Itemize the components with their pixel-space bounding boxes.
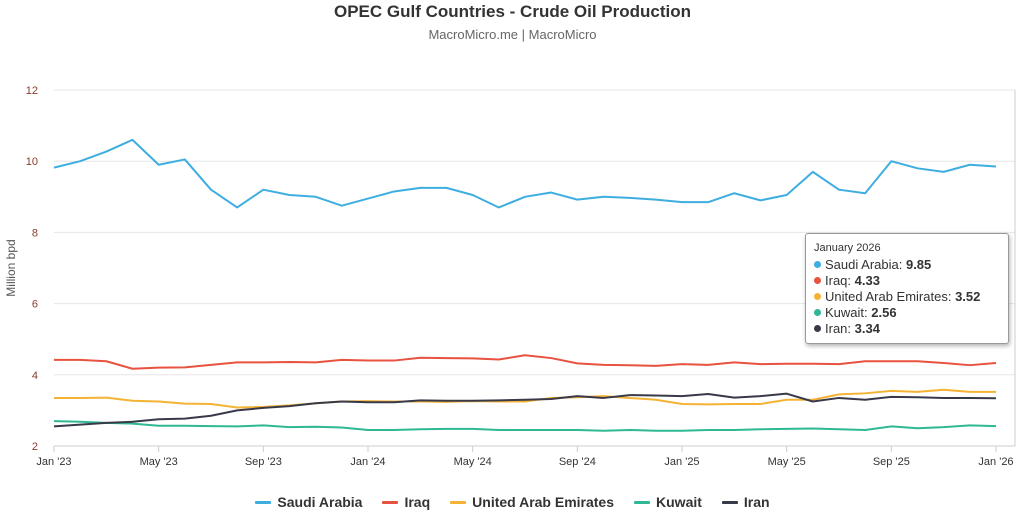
legend-line-icon (255, 500, 272, 504)
series-line-saudi-arabia (53, 138, 997, 209)
x-tick-label: Jan '23 (36, 456, 71, 468)
tooltip-label: Iraq: (825, 273, 852, 288)
series-dot-icon (814, 309, 821, 316)
tooltip-value: 3.34 (854, 321, 880, 336)
legend-label: United Arab Emirates (472, 494, 615, 510)
x-tick-label: Jan '24 (350, 456, 385, 468)
tooltip-label: United Arab Emirates: (825, 289, 952, 304)
x-tick-label: May '23 (140, 456, 178, 468)
legend-label: Saudi Arabia (277, 494, 363, 510)
legend-item[interactable]: Saudi Arabia (255, 494, 362, 510)
tooltip-label: Saudi Arabia: (825, 257, 903, 272)
series-dot-icon (814, 293, 821, 300)
tooltip-header: January 2026 (814, 242, 881, 254)
y-tick-label: 10 (26, 156, 38, 168)
x-tick-label: Jan '26 (978, 456, 1013, 468)
x-tick-label: Jan '25 (664, 456, 699, 468)
legend: Saudi Arabia Iraq United Arab Emirates Kuwa… (0, 494, 1025, 510)
series-dot-icon (814, 325, 821, 332)
legend-item[interactable]: Iran (721, 494, 770, 510)
y-tick-label: 4 (32, 370, 38, 382)
x-tick-label: Sep '23 (245, 456, 282, 468)
tooltip-row: Saudi Arabia: 9.85 (814, 257, 1000, 273)
tooltip-row: United Arab Emirates: 3.52 (814, 289, 1000, 305)
legend-line-icon (721, 500, 738, 504)
chart-title: OPEC Gulf Countries - Crude Oil Producti… (333, 2, 691, 21)
series-line-iran (53, 392, 997, 428)
legend-label: Iran (743, 494, 770, 510)
tooltip-label: Kuwait: (825, 305, 868, 320)
series-dot-icon (814, 261, 821, 268)
tooltip-row: Kuwait: 2.56 (814, 305, 1000, 321)
legend-label: Kuwait (656, 494, 702, 510)
legend-label: Iraq (404, 494, 431, 510)
tooltip-label: Iran: (825, 321, 852, 336)
legend-line-icon (450, 500, 467, 504)
tooltip: January 2026 Saudi Arabia: 9.85 Iraq: 4.3… (805, 233, 1009, 344)
legend-line-icon (382, 500, 399, 504)
y-tick-label: 6 (32, 299, 38, 311)
chart-subtitle: MacroMicro.me | MacroMicro (428, 27, 597, 42)
legend-item[interactable]: Iraq (382, 494, 430, 510)
tooltip-value: 9.85 (905, 257, 932, 272)
legend-line-icon (634, 500, 651, 504)
x-tick-label: May '24 (454, 456, 492, 468)
tooltip-row: Iran: 3.34 (814, 321, 1000, 337)
series-line-kuwait (53, 420, 997, 432)
series-line-united-arab-emirates (54, 388, 996, 409)
x-tick-label: Sep '24 (559, 456, 596, 468)
series-line-iraq (54, 354, 997, 370)
legend-item[interactable]: Kuwait (634, 494, 702, 510)
x-tick-label: May '25 (768, 456, 806, 468)
tooltip-value: 4.33 (854, 273, 880, 288)
y-axis-label: Million bpd (4, 239, 18, 296)
tooltip-value: 2.56 (871, 305, 897, 320)
y-tick-label: 8 (32, 227, 38, 239)
tooltip-value: 3.52 (955, 289, 981, 304)
y-tick-label: 12 (26, 85, 38, 97)
y-tick-label: 2 (32, 441, 38, 453)
x-tick-label: Sep '25 (873, 456, 910, 468)
legend-item[interactable]: United Arab Emirates (450, 494, 614, 510)
series-dot-icon (814, 277, 821, 284)
tooltip-row: Iraq: 4.33 (814, 273, 1000, 289)
